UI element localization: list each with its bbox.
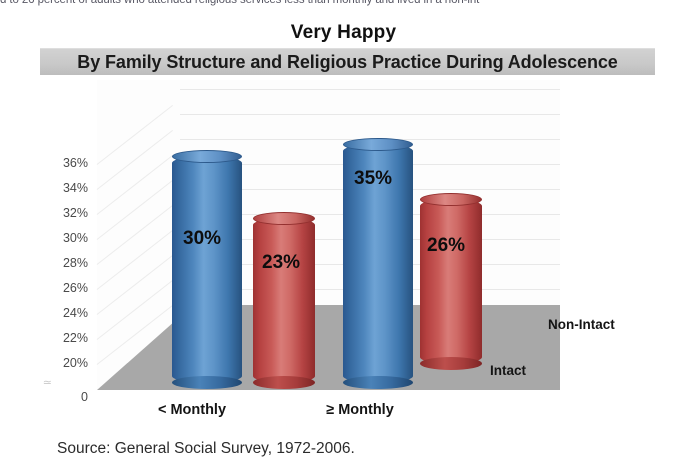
y-tick-28: 28% — [62, 256, 88, 270]
category-label-monthly-or-more: ≥ Monthly — [326, 402, 394, 418]
bar-foot — [253, 376, 315, 389]
bar-foot — [343, 376, 413, 389]
bar-cap — [253, 212, 315, 225]
bar-intact-monthly-or-more[interactable] — [420, 193, 482, 370]
bar-non-intact-less-than-monthly[interactable] — [172, 150, 242, 389]
gridline-34 — [180, 114, 560, 115]
bar-body — [253, 218, 315, 383]
clipped-page-text: d to 26 percent of adults who attended r… — [0, 0, 480, 6]
y-tick-24: 24% — [62, 306, 88, 320]
bar-cap — [420, 193, 482, 206]
y-tick-36: 36% — [62, 156, 88, 170]
y-tick-30: 30% — [62, 231, 88, 245]
bar-cap — [343, 138, 413, 151]
y-tick-34: 34% — [62, 181, 88, 195]
bar-body — [420, 199, 482, 364]
chart-plot-area: 36% 34% 32% 30% 28% 26% 24% 22% 20% ≃ 0 … — [0, 80, 687, 420]
bar-value-non-intact-less-than-monthly: 30% — [183, 228, 222, 249]
series-label-non-intact: Non-Intact — [548, 317, 615, 332]
bar-foot — [172, 376, 242, 389]
y-axis: 36% 34% 32% 30% 28% 26% 24% 22% 20% ≃ 0 — [8, 80, 88, 420]
bar-value-intact-less-than-monthly: 23% — [262, 252, 301, 273]
bar-value-non-intact-monthly-or-more: 35% — [354, 168, 393, 189]
bar-body — [343, 144, 413, 383]
source-note: Source: General Social Survey, 1972-2006… — [57, 440, 355, 457]
bar-cap — [172, 150, 242, 163]
bar-non-intact-monthly-or-more[interactable] — [343, 138, 413, 389]
bar-body — [172, 156, 242, 383]
y-tick-22: 22% — [62, 331, 88, 345]
bar-intact-less-than-monthly[interactable] — [253, 212, 315, 389]
y-tick-20: 20% — [62, 356, 88, 370]
y-axis-break-icon: ≃ — [42, 377, 52, 389]
series-label-intact: Intact — [490, 363, 527, 378]
y-axis-origin: 0 — [81, 390, 88, 404]
y-tick-26: 26% — [62, 281, 88, 295]
gridline-36 — [180, 89, 560, 90]
chart-subtitle-text: By Family Structure and Religious Practi… — [77, 51, 618, 72]
category-label-less-than-monthly: < Monthly — [157, 402, 227, 418]
chart-subtitle: By Family Structure and Religious Practi… — [40, 48, 655, 75]
y-tick-32: 32% — [62, 206, 88, 220]
chart-title: Very Happy — [290, 22, 397, 43]
bar-foot — [420, 357, 482, 370]
bar-value-intact-monthly-or-more: 26% — [427, 235, 466, 256]
